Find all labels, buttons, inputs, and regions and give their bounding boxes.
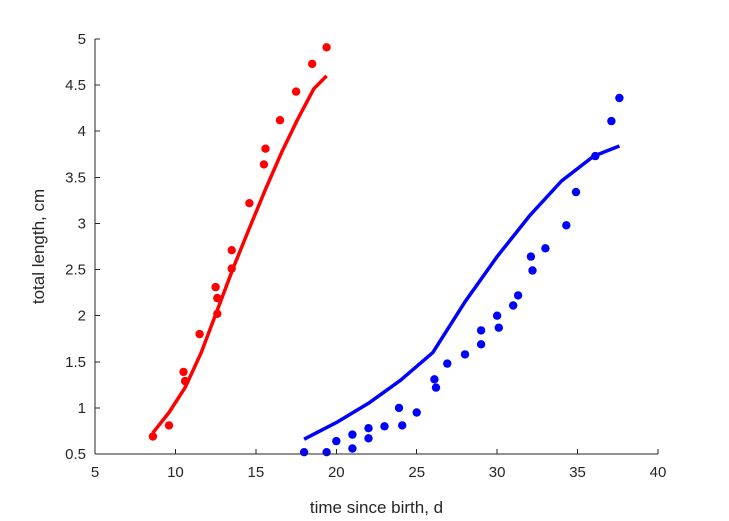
- red-data-point: [259, 160, 269, 169]
- red-data-point: [164, 421, 174, 430]
- blue-data-point: [443, 359, 452, 368]
- red-data-point: [179, 367, 188, 377]
- red-data-point: [275, 116, 285, 125]
- blue-data-point: [494, 323, 503, 332]
- blue-data-point: [607, 116, 616, 126]
- blue-data-point: [348, 444, 357, 453]
- x-tick-label: 25: [408, 464, 425, 481]
- x-axis-ticks: 5 10 15 20 25 30 35 40: [91, 449, 667, 481]
- x-tick-label: 5: [91, 464, 99, 481]
- plot-area: 5 10 15 20 25 30 35 40 0.5 1 1.5 2 2.5 3 3.5 4 4.5 5: [65, 31, 666, 481]
- y-tick-label: 3: [78, 215, 86, 232]
- y-tick-label: 4.5: [65, 77, 86, 94]
- blue-data-point: [541, 244, 550, 253]
- blue-data-point: [299, 448, 309, 457]
- red-data-point: [291, 87, 301, 96]
- blue-data-point: [364, 434, 373, 443]
- x-tick-label: 20: [328, 464, 345, 481]
- blue-data-point: [492, 311, 502, 320]
- y-tick-label: 0.5: [65, 446, 86, 463]
- red-data-point: [245, 199, 254, 208]
- y-tick-label: 4: [78, 123, 86, 140]
- blue-data-point: [394, 403, 404, 413]
- red-data-point: [308, 59, 317, 69]
- red-fit-line: [151, 74, 328, 434]
- x-tick-label: 40: [650, 464, 667, 481]
- blue-data-point: [460, 350, 470, 359]
- blue-data-point: [513, 291, 523, 300]
- blue-data-point: [322, 448, 331, 457]
- x-tick-label: 10: [167, 464, 184, 481]
- y-axis-ticks: 0.5 1 1.5 2 2.5 3 3.5 4 4.5 5: [65, 31, 100, 463]
- y-tick-label: 1.5: [65, 354, 86, 371]
- x-axis-label: time since birth, d: [310, 498, 443, 517]
- blue-fit-line: [303, 144, 621, 441]
- blue-data-point: [526, 252, 536, 261]
- blue-data-point: [364, 424, 373, 433]
- red-data-point: [195, 329, 204, 339]
- blue-data-point: [380, 422, 389, 431]
- red-data-point: [322, 43, 331, 52]
- blue-data-point: [412, 408, 421, 417]
- y-tick-label: 5: [78, 31, 86, 48]
- y-tick-label: 1: [78, 400, 86, 417]
- blue-data-point: [476, 340, 486, 349]
- y-tick-label: 3.5: [65, 169, 86, 186]
- blue-data-point: [615, 93, 624, 103]
- red-data-point: [148, 432, 158, 441]
- blue-data-point: [431, 383, 441, 392]
- blue-data-point: [398, 421, 407, 430]
- x-tick-label: 35: [569, 464, 586, 481]
- blue-data-point: [348, 430, 357, 439]
- blue-data-point: [528, 266, 537, 275]
- x-tick-label: 30: [489, 464, 506, 481]
- y-axis-label: total length, cm: [29, 189, 48, 304]
- x-tick-label: 15: [248, 464, 265, 481]
- y-tick-label: 2.5: [65, 262, 86, 279]
- blue-data-point: [476, 326, 486, 335]
- blue-data-point: [430, 375, 439, 384]
- series-layer: [148, 43, 624, 457]
- blue-data-point: [562, 221, 571, 230]
- y-tick-label: 2: [78, 308, 86, 325]
- blue-data-point: [332, 436, 341, 446]
- red-data-point: [211, 282, 220, 292]
- red-data-point: [261, 144, 270, 153]
- blue-data-point: [571, 187, 581, 197]
- blue-data-point: [509, 301, 518, 310]
- red-data-point: [227, 246, 236, 255]
